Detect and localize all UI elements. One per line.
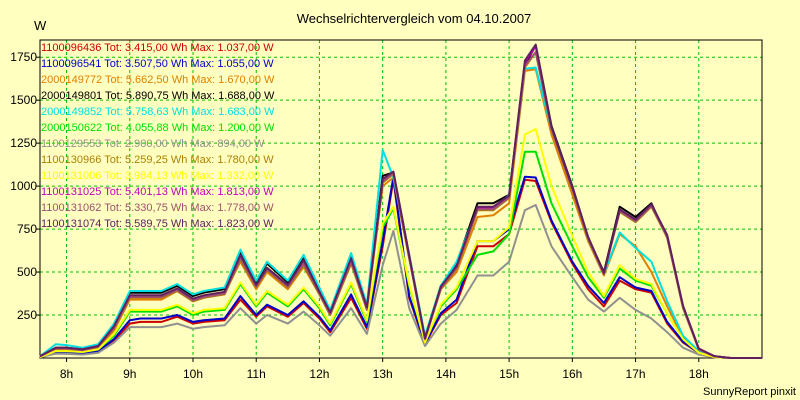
legend-entry-10: 1100131025 Tot: 5.401,13 Wh Max: 1.813,0… [41,186,274,198]
series-line-9 [39,128,762,359]
legend: 1100096436 Tot: 3.415,00 Wh Max: 1.037,0… [41,42,275,230]
y-tick-label: 750 [17,222,37,236]
x-tick-label: 10h [183,367,203,381]
x-tick-label: 16h [562,367,582,381]
x-tick-label: 15h [499,367,519,381]
legend-entry-7: 1100129553 Tot: 2.900,00 Wh Max: 894,00 … [41,138,265,150]
chart-title: Wechselrichtervergleich vom 04.10.2007 [297,11,532,26]
legend-entry-5: 2000149852 Tot: 5.758,63 Wh Max: 1.683,0… [41,106,275,118]
legend-entry-4: 2000149801 Tot: 5.890,75 Wh Max: 1.688,0… [41,90,275,102]
series-line-12 [39,43,762,359]
legend-entry-8: 1100130966 Tot: 5.259,25 Wh Max: 1.780,0… [41,154,274,166]
legend-entry-1: 1100096436 Tot: 3.415,00 Wh Max: 1.037,0… [41,42,274,54]
y-tick-label: 1250 [10,136,37,150]
x-tick-label: 13h [373,367,393,381]
x-tick-label: 14h [436,367,456,381]
legend-entry-2: 1100096541 Tot: 3.507,50 Wh Max: 1.055,0… [41,58,274,70]
x-tick-label: 12h [309,367,329,381]
footer-credit: SunnyReport pinxit [703,386,796,398]
y-tick-label: 1750 [10,50,37,64]
legend-entry-6: 2000150622 Tot: 4.055,88 Wh Max: 1.200,0… [41,122,275,134]
y-tick-label: 250 [17,308,37,322]
legend-entry-12: 1100131074 Tot: 5.589,75 Wh Max: 1.823,0… [41,218,274,230]
y-axis-unit: W [34,18,47,33]
x-tick-label: 11h [247,367,266,381]
x-axis: 8h 9h 10h 11h 12h 13h 14h 15h 16h 17h 18h [60,358,709,381]
x-tick-label: 18h [689,367,709,381]
y-tick-label: 1500 [10,93,37,107]
series-line-7 [39,204,762,359]
x-tick-label: 9h [123,367,136,381]
legend-entry-11: 1100131062 Tot: 5.330,75 Wh Max: 1.778,0… [41,202,274,214]
y-axis: 250 500 750 1000 1250 1500 1750 [10,50,40,322]
y-tick-label: 1000 [10,179,37,193]
series-lines [39,43,762,359]
legend-entry-9: 1100131006 Tot: 3.984,13 Wh Max: 1.332,0… [41,170,274,182]
x-tick-label: 8h [60,367,73,381]
x-tick-label: 17h [626,367,646,381]
legend-entry-3: 2000149772 Tot: 5.662,50 Wh Max: 1.670,0… [41,74,275,86]
plot-frame [39,39,763,359]
y-tick-label: 500 [17,265,37,279]
